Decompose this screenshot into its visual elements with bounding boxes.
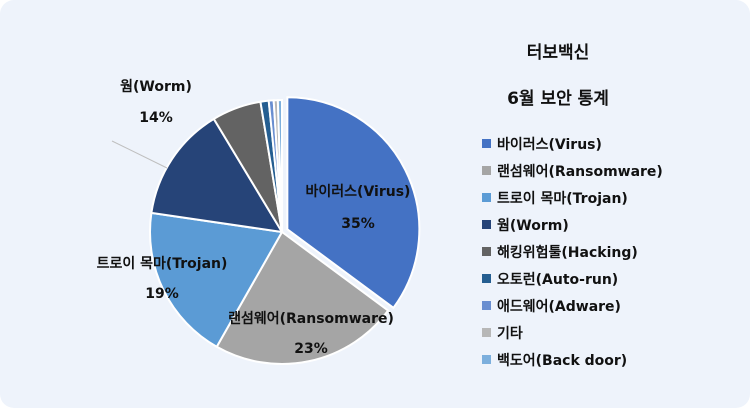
pie-slice-virus <box>286 96 421 310</box>
legend-label: 기타 <box>497 325 523 342</box>
slice-value-trojan: 19% <box>145 286 179 302</box>
legend-label: 애드웨어(Adware) <box>497 298 621 315</box>
legend-swatch <box>482 139 491 148</box>
legend-label: 바이러스(Virus) <box>497 136 602 153</box>
pie-slice-back-door <box>276 98 283 233</box>
legend-swatch <box>482 166 491 175</box>
legend-item-other: 기타 <box>482 319 663 346</box>
worm-leader-line <box>111 140 168 169</box>
legend-item-worm: 웜(Worm) <box>482 211 663 238</box>
legend-label: 해킹위험툴(Hacking) <box>497 244 638 261</box>
chart-legend: 바이러스(Virus) 랜섬웨어(Ransomware) 트로이 목마(Trojan… <box>482 130 663 373</box>
legend-item-ransomware: 랜섬웨어(Ransomware) <box>482 157 663 184</box>
legend-item-hacking: 해킹위험툴(Hacking) <box>482 238 663 265</box>
pie-slice-ransomware <box>215 230 390 365</box>
slice-value-virus: 35% <box>341 216 375 232</box>
legend-swatch <box>482 193 491 202</box>
chart-title: 터보백신 <box>526 43 590 63</box>
slice-value-worm: 14% <box>139 110 173 126</box>
legend-swatch <box>482 247 491 256</box>
legend-swatch <box>482 301 491 310</box>
slice-label-ransomware: 랜섬웨어(Ransomware) <box>228 310 394 327</box>
legend-label: 트로이 목마(Trojan) <box>497 190 628 207</box>
legend-item-auto-run: 오토런(Auto-run) <box>482 265 663 292</box>
slice-label-virus: 바이러스(Virus) <box>306 183 411 200</box>
legend-swatch <box>482 355 491 364</box>
legend-swatch <box>482 274 491 283</box>
legend-label: 백도어(Back door) <box>497 352 628 369</box>
legend-label: 웜(Worm) <box>497 217 569 234</box>
pie-slice-worm <box>150 117 284 234</box>
legend-swatch <box>482 328 491 337</box>
legend-label: 랜섬웨어(Ransomware) <box>497 163 663 180</box>
slice-label-trojan: 트로이 목마(Trojan) <box>97 255 228 272</box>
pie-slice-trojan <box>149 211 284 349</box>
chart-subtitle: 6월 보안 통계 <box>507 89 609 109</box>
legend-item-adware: 애드웨어(Adware) <box>482 292 663 319</box>
legend-swatch <box>482 220 491 229</box>
legend-item-virus: 바이러스(Virus) <box>482 130 663 157</box>
slice-value-ransomware: 23% <box>294 341 328 357</box>
legend-item-back-door: 백도어(Back door) <box>482 346 663 373</box>
slice-label-worm: 웜(Worm) <box>120 79 192 95</box>
legend-item-trojan: 트로이 목마(Trojan) <box>482 184 663 211</box>
legend-label: 오토런(Auto-run) <box>497 271 619 288</box>
